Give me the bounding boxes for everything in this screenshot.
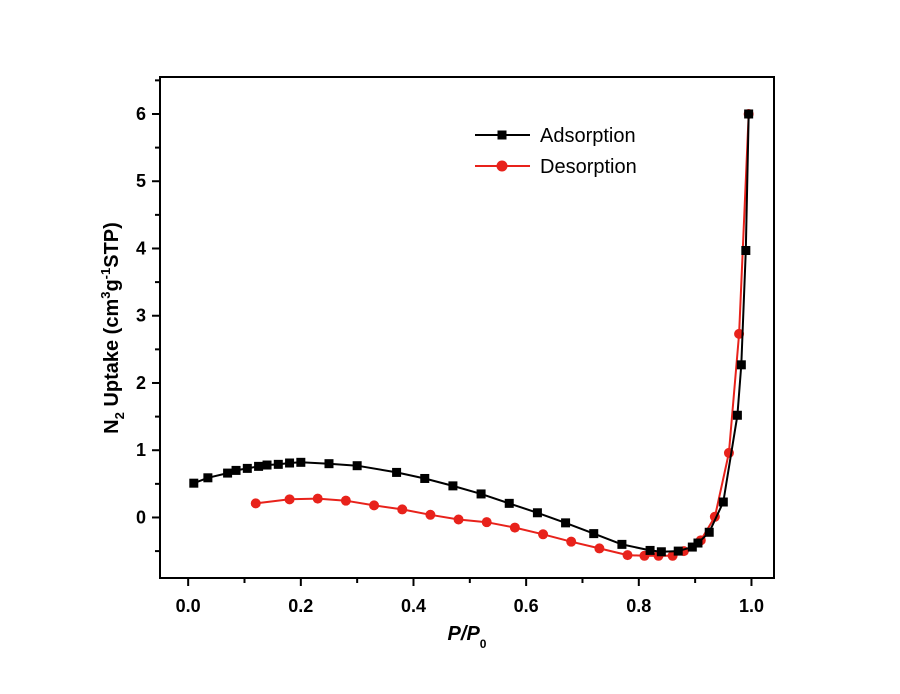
legend: Adsorption Desorption <box>475 125 637 178</box>
y-axis-title-sup1: 3 <box>98 292 113 299</box>
adsorption-point <box>254 461 264 471</box>
desorption-point <box>369 500 380 511</box>
x-tick-label: 0.8 <box>626 596 651 616</box>
legend-adsorption-label: Adsorption <box>540 125 636 147</box>
x-tick-label: 0.4 <box>401 596 426 616</box>
adsorption-point <box>189 478 199 488</box>
y-tick-label: 4 <box>136 238 146 258</box>
desorption-series <box>250 108 754 561</box>
desorption-point <box>481 517 492 528</box>
y-axis-title-post: STP) <box>101 222 123 268</box>
adsorption-point <box>732 410 742 420</box>
adsorption-point <box>448 481 458 491</box>
adsorption-series <box>189 109 754 557</box>
adsorption-point <box>223 468 233 478</box>
legend-desorption-marker <box>496 160 508 172</box>
adsorption-point <box>744 109 754 119</box>
y-axis-title-n: N <box>101 419 123 433</box>
desorption-point <box>509 522 520 533</box>
x-axis-title-sep: / <box>460 623 469 645</box>
desorption-point <box>284 494 295 505</box>
x-tick-label: 0.0 <box>176 596 201 616</box>
desorption-point <box>312 493 323 504</box>
y-axis-title-mid: Uptake (cm <box>101 299 123 412</box>
adsorption-point <box>392 467 402 477</box>
x-tick-label: 0.6 <box>514 596 539 616</box>
adsorption-point <box>718 497 728 507</box>
desorption-point <box>594 543 605 554</box>
y-tick-label: 0 <box>136 507 146 527</box>
desorption-point <box>250 498 261 509</box>
axis-ticks: 0.0 0.2 0.4 0.6 0.8 1.0 0 1 2 3 4 5 6 <box>136 79 764 616</box>
y-tick-label: 5 <box>136 171 146 191</box>
legend-desorption-label: Desorption <box>540 156 637 178</box>
desorption-point <box>397 504 408 515</box>
adsorption-point <box>352 461 362 471</box>
adsorption-point <box>704 527 714 537</box>
y-axis-title-sub: 2 <box>112 412 127 419</box>
desorption-point <box>566 536 577 547</box>
x-axis-title-p: P <box>448 623 462 645</box>
adsorption-point <box>589 529 599 539</box>
x-tick-label: 1.0 <box>739 596 764 616</box>
adsorption-point <box>242 463 252 473</box>
adsorption-point <box>231 465 241 475</box>
desorption-point <box>340 495 351 506</box>
adsorption-point <box>420 473 430 483</box>
adsorption-point <box>656 547 666 557</box>
adsorption-point <box>285 458 295 468</box>
y-tick-label: 3 <box>136 306 146 326</box>
series-layer <box>189 108 754 561</box>
adsorption-point <box>693 538 703 548</box>
y-axis-title-sup2: -1 <box>98 268 113 280</box>
x-axis-title-sub: 0 <box>480 637 487 651</box>
adsorption-point <box>617 539 627 549</box>
y-axis-title-g: g <box>101 279 123 291</box>
y-axis-title: N2 Uptake (cm3g-1STP) <box>98 222 127 434</box>
adsorption-point <box>645 545 655 555</box>
desorption-point <box>622 550 633 561</box>
adsorption-point <box>741 246 751 256</box>
x-axis-title: P/P0 <box>448 623 487 651</box>
x-tick-label: 0.2 <box>288 596 313 616</box>
desorption-point <box>425 509 436 520</box>
y-tick-label: 2 <box>136 373 146 393</box>
legend-adsorption-marker <box>497 130 507 140</box>
adsorption-point <box>262 460 272 470</box>
adsorption-point <box>296 457 306 467</box>
x-axis-title-p0: P <box>466 623 480 645</box>
adsorption-point <box>532 508 542 518</box>
adsorption-point <box>504 498 514 508</box>
plot-frame <box>159 76 775 579</box>
adsorption-point <box>324 459 334 469</box>
adsorption-point <box>736 360 746 370</box>
adsorption-point <box>273 459 283 469</box>
adsorption-point <box>476 489 486 499</box>
y-tick-label: 6 <box>136 104 146 124</box>
desorption-point <box>538 529 549 540</box>
adsorption-point <box>203 473 213 483</box>
adsorption-point <box>687 542 697 552</box>
desorption-line <box>255 113 750 557</box>
y-tick-label: 1 <box>136 440 146 460</box>
adsorption-point <box>561 518 571 528</box>
desorption-point <box>453 514 464 525</box>
adsorption-point <box>673 546 683 556</box>
adsorption-line <box>193 113 750 553</box>
